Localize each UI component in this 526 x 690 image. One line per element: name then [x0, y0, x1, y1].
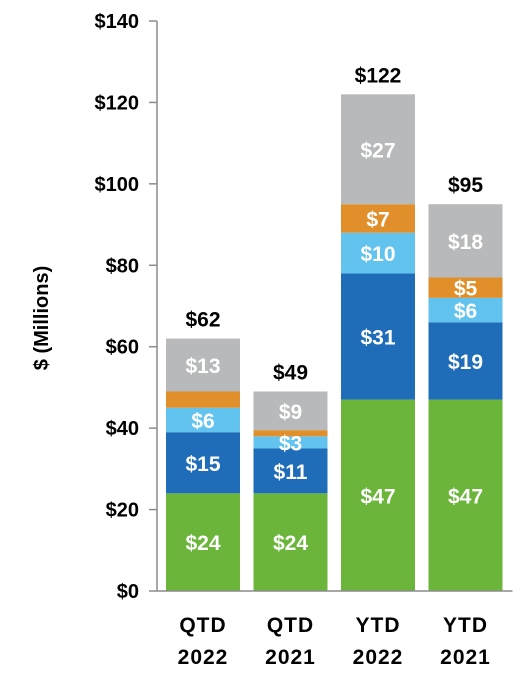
bars: [166, 94, 503, 591]
y-tick-label: $140: [95, 11, 140, 33]
segment-value-label: $27: [360, 139, 395, 162]
bar-segment: [166, 493, 240, 591]
bar-total-label: $49: [273, 362, 308, 385]
y-tick-label: $80: [106, 255, 139, 277]
y-tick-label: $120: [95, 92, 140, 114]
segment-value-label: $7: [366, 208, 389, 231]
bar-segment: [253, 448, 328, 494]
bar-segment: [428, 322, 503, 400]
segment-value-label: $15: [185, 453, 220, 476]
segment-value-label: $24: [185, 532, 220, 555]
y-axis-label: $ (Millions): [31, 266, 53, 370]
bar-segment: [166, 338, 240, 392]
bar-total-label: $95: [448, 174, 483, 197]
segment-value-label: $3: [279, 432, 302, 455]
segment-value-label: $6: [191, 410, 214, 433]
segment-value-label: $19: [448, 351, 483, 374]
y-axis: $0 $20 $40 $60 $80 $100 $120 $140: [95, 11, 158, 603]
bar-segment: [341, 94, 415, 205]
x-category-label: YTD: [356, 614, 401, 637]
segment-value-label: $10: [360, 243, 395, 266]
bar-segment: [428, 277, 503, 298]
x-category-label: QTD: [267, 614, 314, 637]
bar-segment: [428, 399, 503, 591]
bar-segment: [253, 436, 328, 449]
segment-value-label: $9: [279, 401, 302, 424]
bar-segment: [166, 391, 240, 408]
bar-segment: [341, 399, 415, 591]
bar-segment: [428, 204, 503, 278]
bar-segment: [341, 273, 415, 400]
bar-segment: [341, 204, 415, 233]
segment-value-label: $47: [360, 485, 395, 508]
segment-value-label: $5: [454, 278, 478, 301]
bar-segment: [253, 430, 328, 437]
x-axis: QTD 2022 QTD 2021 YTD 2022 YTD 2021: [157, 590, 513, 669]
y-tick-label: $40: [106, 418, 139, 440]
bar-total-label: $62: [185, 309, 220, 332]
segment-value-label: $6: [454, 300, 477, 323]
bar-segment: [253, 391, 328, 431]
x-category-label: QTD: [179, 614, 226, 637]
x-category-label: YTD: [443, 614, 488, 637]
data-labels: $24 $15 $6 $13 $62 $24 $11 $3 $9 $49 $47 $31 $10 $7 $2…: [185, 64, 483, 555]
segment-value-label: $11: [274, 461, 308, 484]
bar-segment: [253, 493, 328, 591]
bar-segment: [428, 297, 503, 323]
x-category-year-label: 2021: [440, 646, 491, 669]
segment-value-label: $24: [273, 532, 308, 555]
y-tick-label: $20: [106, 500, 139, 522]
bar-segment: [341, 232, 415, 274]
x-category-year-label: 2021: [265, 646, 316, 669]
x-category-year-label: 2022: [353, 646, 404, 669]
segment-value-label: $18: [448, 231, 483, 254]
bar-total-label: $122: [355, 64, 402, 87]
segment-value-label: $47: [448, 485, 483, 508]
y-tick-label: $100: [95, 174, 140, 196]
x-category-year-label: 2022: [178, 646, 229, 669]
bar-segment: [166, 432, 240, 494]
segment-value-label: $13: [185, 355, 220, 378]
y-tick-label: $0: [117, 581, 139, 603]
y-tick-label: $60: [106, 337, 139, 359]
bar-segment: [166, 407, 240, 433]
segment-value-label: $31: [360, 327, 395, 350]
